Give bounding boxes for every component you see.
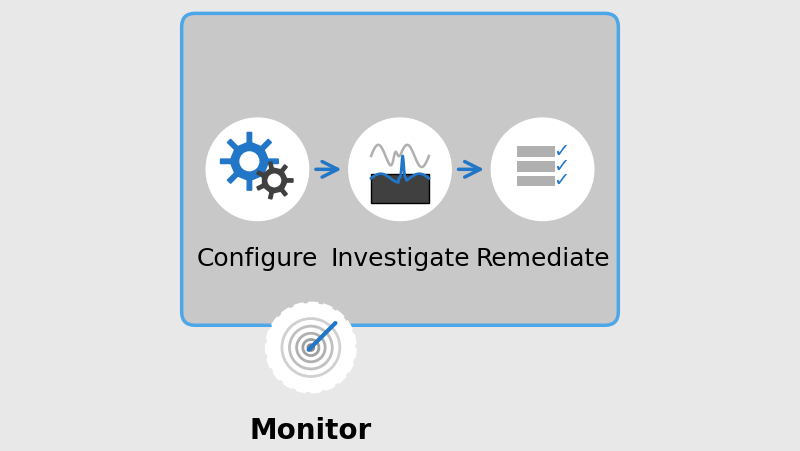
Circle shape xyxy=(349,118,451,221)
Circle shape xyxy=(240,152,258,170)
Text: Remediate: Remediate xyxy=(475,247,610,272)
Polygon shape xyxy=(221,133,278,190)
Text: ✓: ✓ xyxy=(553,171,570,190)
Text: Monitor: Monitor xyxy=(250,417,372,445)
Circle shape xyxy=(206,118,309,221)
FancyBboxPatch shape xyxy=(182,14,618,325)
Circle shape xyxy=(268,174,281,187)
Text: Configure: Configure xyxy=(197,247,318,272)
Text: Investigate: Investigate xyxy=(330,247,470,272)
Polygon shape xyxy=(257,162,293,199)
Circle shape xyxy=(491,118,594,221)
FancyBboxPatch shape xyxy=(517,175,555,186)
Text: ✓: ✓ xyxy=(553,156,570,176)
FancyBboxPatch shape xyxy=(517,161,555,171)
Circle shape xyxy=(266,303,355,392)
FancyBboxPatch shape xyxy=(371,174,429,203)
FancyBboxPatch shape xyxy=(517,146,555,157)
Text: ✓: ✓ xyxy=(553,142,570,161)
Circle shape xyxy=(307,344,314,351)
